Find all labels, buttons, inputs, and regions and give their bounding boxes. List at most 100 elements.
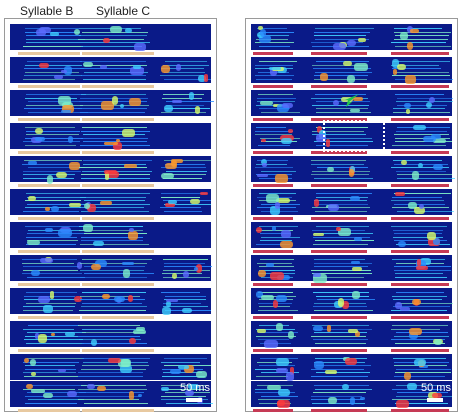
spectral-blob <box>97 385 107 391</box>
spectral-blob <box>129 338 136 345</box>
harmonic-stripe <box>161 385 207 386</box>
harmonic-stripe <box>260 236 301 238</box>
spectral-blob <box>100 65 107 69</box>
harmonic-stripe <box>164 61 207 62</box>
harmonic-stripe <box>27 229 86 231</box>
spectral-blob <box>127 294 133 302</box>
harmonic-stripe <box>315 71 373 73</box>
harmonic-stripe <box>164 108 210 109</box>
harmonic-stripe <box>163 71 205 73</box>
harmonic-stripe <box>83 71 148 73</box>
harmonic-stripe <box>82 328 143 330</box>
harmonic-stripe <box>396 392 448 393</box>
spectrogram-row <box>251 156 455 187</box>
spectral-blob <box>257 26 264 30</box>
harmonic-stripe <box>392 196 443 198</box>
harmonic-stripe <box>396 170 447 172</box>
harmonic-stripe <box>82 78 146 80</box>
syllable-bar <box>82 316 154 319</box>
spectral-blob <box>104 169 117 174</box>
spectral-blob <box>427 232 437 241</box>
spectral-blob <box>198 74 207 82</box>
spectral-blob <box>412 171 419 180</box>
spectral-blob <box>316 133 326 143</box>
spectral-blob <box>196 263 203 273</box>
harmonic-stripe <box>163 94 204 95</box>
harmonic-stripe <box>25 365 76 366</box>
spectral-blob <box>108 357 122 363</box>
harmonic-stripe <box>26 196 86 198</box>
harmonic-stripe <box>391 200 444 201</box>
harmonic-stripe <box>78 325 140 326</box>
syllable-bar <box>18 118 80 121</box>
spectral-blob <box>37 334 48 343</box>
harmonic-stripe <box>25 226 80 227</box>
harmonic-stripe <box>313 35 367 36</box>
syllable-bar <box>253 184 293 187</box>
spectral-blob <box>168 199 178 204</box>
syllable-bar <box>391 118 449 121</box>
spectral-blob <box>61 102 73 109</box>
spectral-blob <box>360 396 365 400</box>
spectral-blob <box>134 42 147 51</box>
harmonic-stripe <box>258 193 297 194</box>
spectral-blob <box>58 95 71 105</box>
harmonic-stripe <box>80 196 147 198</box>
syllable-bar <box>18 52 80 55</box>
spectral-blob <box>432 237 440 245</box>
harmonic-stripe <box>311 273 372 274</box>
harmonic-stripe <box>316 144 369 146</box>
spectral-blob <box>119 103 125 108</box>
spectral-blob <box>74 29 80 36</box>
harmonic-stripe <box>394 71 449 73</box>
syllable-bar <box>311 349 367 352</box>
harmonic-stripe <box>22 163 79 165</box>
harmonic-stripe <box>395 368 452 370</box>
spectral-blob <box>178 364 189 369</box>
harmonic-stripe <box>25 243 77 245</box>
harmonic-stripe <box>26 42 85 43</box>
spectrogram-panel-left: 50 ms <box>4 18 217 412</box>
harmonic-stripe <box>314 385 369 386</box>
spectral-blob <box>395 192 406 196</box>
spectral-blob <box>333 100 339 107</box>
harmonic-stripe <box>26 392 87 393</box>
harmonic-stripe <box>255 64 293 66</box>
harmonic-stripe <box>391 226 448 227</box>
syllable-bar <box>391 85 449 88</box>
spectral-blob <box>313 199 320 208</box>
highlight-box <box>323 120 385 152</box>
spectral-blob <box>43 392 53 398</box>
harmonic-stripe <box>26 104 84 106</box>
spectral-blob <box>287 330 295 340</box>
spectral-blob <box>69 162 81 171</box>
spectral-blob <box>83 202 90 209</box>
harmonic-stripe <box>315 365 371 366</box>
harmonic-stripe <box>394 45 452 47</box>
syllable-bar <box>82 85 154 88</box>
spectral-blob <box>432 163 444 170</box>
spectral-blob <box>49 290 54 300</box>
spectral-blob <box>312 273 327 283</box>
harmonic-stripe <box>255 38 288 40</box>
harmonic-stripe <box>81 292 146 293</box>
spectral-blob <box>135 327 145 331</box>
harmonic-stripe <box>258 45 291 47</box>
harmonic-stripe <box>391 325 449 326</box>
harmonic-stripe <box>311 395 363 397</box>
harmonic-stripe <box>255 335 296 337</box>
spectral-blob <box>164 162 177 170</box>
harmonic-stripe <box>313 292 369 293</box>
spectrogram-row <box>10 222 211 253</box>
syllable-bar <box>391 151 449 154</box>
harmonic-stripe <box>312 170 371 172</box>
harmonic-stripe <box>161 361 201 363</box>
harmonic-stripe <box>24 28 80 29</box>
spectral-blob <box>172 272 177 280</box>
harmonic-stripe <box>313 141 374 142</box>
spectral-blob <box>257 329 267 333</box>
harmonic-stripe <box>163 302 202 304</box>
harmonic-stripe <box>257 361 293 363</box>
harmonic-stripe <box>81 236 144 238</box>
harmonic-stripe <box>315 38 369 40</box>
